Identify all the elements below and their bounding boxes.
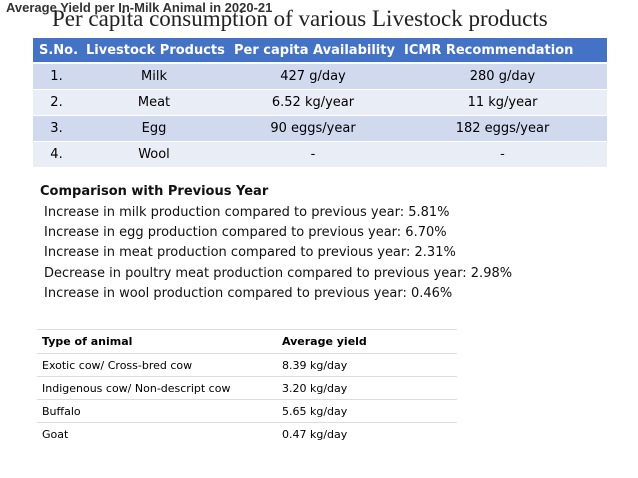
table-cell: 2.	[33, 89, 80, 116]
header-row: Type of animal Average yield	[37, 329, 457, 354]
column-header: Per capita Availability	[228, 38, 398, 64]
table-cell: 6.52 kg/year	[228, 89, 398, 116]
comparison-line: Increase in meat production compared to …	[44, 245, 456, 261]
column-header: Average yield	[277, 329, 457, 354]
table-cell: Goat	[37, 422, 277, 445]
table-cell: 182 eggs/year	[398, 115, 607, 142]
column-header: S.No.	[33, 38, 80, 64]
table-cell: -	[398, 141, 607, 168]
comparison-line: Increase in milk production compared to …	[44, 205, 450, 220]
table-row: 3. Egg 90 eggs/year 182 eggs/year	[33, 115, 607, 142]
column-header: Livestock Products	[80, 38, 228, 64]
table-cell: Meat	[80, 89, 228, 116]
yield-table: Type of animal Average yield Exotic cow/ C…	[37, 329, 457, 445]
table-row: 1. Milk 427 g/day 280 g/day	[33, 63, 607, 90]
table-cell: 11 kg/year	[398, 89, 607, 116]
table-row: Exotic cow/ Cross-bred cow 8.39 kg/day	[37, 353, 457, 377]
overlay-title: Average Yield per In-Milk Animal in 2020…	[6, 0, 273, 15]
table-row: Indigenous cow/ Non-descript cow 3.20 kg/…	[37, 376, 457, 400]
header-row: S.No. Livestock Products Per capita Availa…	[33, 38, 607, 64]
table-cell: 90 eggs/year	[228, 115, 398, 142]
comparison-line: Increase in egg production compared to p…	[44, 225, 447, 241]
comparison-line: Decrease in poultry meat production comp…	[44, 265, 513, 281]
table-cell: Wool	[80, 141, 228, 168]
table-row: 2. Meat 6.52 kg/year 11 kg/year	[33, 89, 607, 116]
table-cell: 3.20 kg/day	[277, 376, 457, 400]
table-cell: Egg	[80, 115, 228, 142]
table-cell: 427 g/day	[228, 63, 398, 90]
table-cell: Exotic cow/ Cross-bred cow	[37, 353, 277, 377]
table-cell: Indigenous cow/ Non-descript cow	[37, 376, 277, 400]
table-cell: 5.65 kg/day	[277, 399, 457, 423]
table-row: 4. Wool - -	[33, 141, 607, 168]
table-cell: 280 g/day	[398, 63, 607, 90]
table-cell: 0.47 kg/day	[277, 422, 457, 445]
title: Per capita consumption of various Livest…	[52, 6, 548, 31]
consumption-table: S.No. Livestock Products Per capita Availa…	[33, 38, 607, 168]
column-header: Type of animal	[37, 329, 277, 354]
table-cell: 4.	[33, 141, 80, 168]
table-cell: Milk	[80, 63, 228, 90]
comparison-title: Comparison with Previous Year	[40, 184, 269, 199]
table-cell: Buffalo	[37, 399, 277, 423]
table-cell: 1.	[33, 63, 80, 90]
table-row: Buffalo 5.65 kg/day	[37, 399, 457, 423]
table-row: Goat 0.47 kg/day	[37, 422, 457, 445]
table-cell: 8.39 kg/day	[277, 353, 457, 377]
table-cell: -	[228, 141, 398, 168]
comparison-line: Increase in wool production compared to …	[44, 285, 453, 301]
table-cell: 3.	[33, 115, 80, 142]
column-header: ICMR Recommendation	[398, 38, 607, 64]
